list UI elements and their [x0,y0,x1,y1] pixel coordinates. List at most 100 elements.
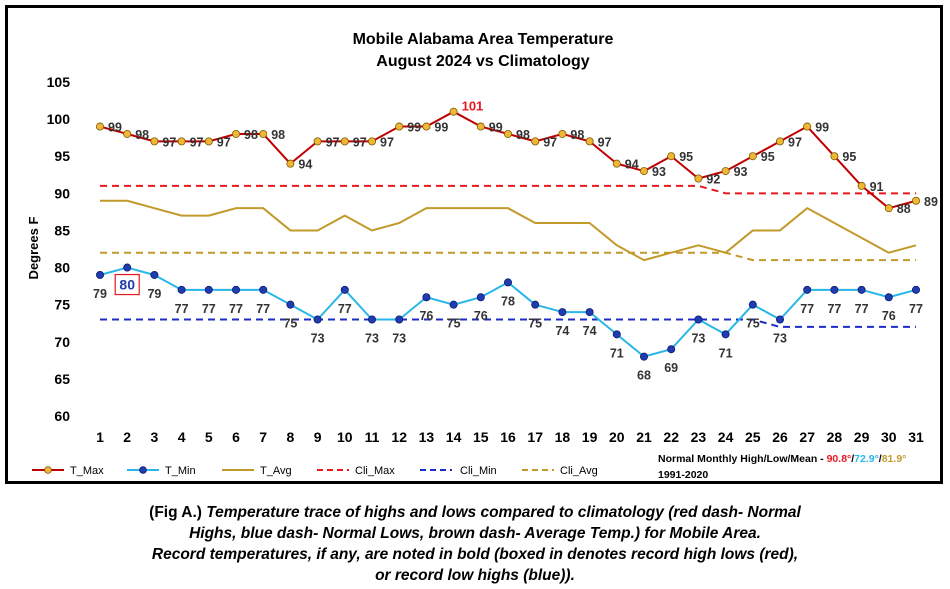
t-max-label: 99 [434,121,448,135]
t-max-point [558,129,567,138]
t-min-label: 74 [555,324,569,338]
t-min-record-label: 80 [119,277,135,293]
y-tick-label: 80 [54,260,70,276]
x-tick-label: 3 [151,429,159,445]
x-tick-label: 26 [772,429,788,445]
t-min-point [640,352,649,361]
t-max-label: 99 [815,121,829,135]
t-min-label: 77 [338,302,352,316]
t-min-point [177,285,186,294]
x-tick-label: 4 [178,429,186,445]
t-max-label: 98 [516,128,530,142]
normals-sep-2: / [879,453,882,465]
t-min-point [204,285,213,294]
t-max-point [503,129,512,138]
t-max-point [259,129,268,138]
caption-line-2: Highs, blue dash- Normal Lows, brown das… [189,525,761,542]
chart-title: Mobile Alabama Area Temperature [353,31,614,48]
t-min-label: 73 [773,332,787,346]
legend-label: Cli_Avg [560,465,598,477]
t-min-label: 77 [229,302,243,316]
normals-sep-1: / [851,453,854,465]
cli-avg-line [100,251,916,262]
normals-period: 1991-2020 [658,469,708,481]
x-tick-label: 16 [500,429,516,445]
t-min-point [803,285,812,294]
t-max-label: 97 [217,135,231,149]
t-max-label: 98 [135,128,149,142]
t-max-label: 95 [761,150,775,164]
t-min-label: 75 [447,317,461,331]
t-max-point [449,107,458,116]
t-max-point [340,137,349,146]
x-tick-label: 10 [337,429,353,445]
caption-text-1: Temperature trace of highs and lows comp… [206,504,801,521]
t-min-label: 73 [365,332,379,346]
t-max-point [422,122,431,131]
x-tick-label: 11 [365,429,380,445]
t-max-point [150,137,159,146]
legend-item: Cli_Min [420,465,497,477]
legend-item: T_Min [127,465,196,477]
chart-subtitle: August 2024 vs Climatology [376,53,589,70]
x-tick-label: 14 [446,429,462,445]
normals-text: Normal Monthly High/Low/Mean - 90.8°/72.… [658,453,906,465]
t-min-point [503,278,512,287]
x-tick-label: 23 [691,429,707,445]
y-tick-label: 60 [54,408,70,424]
x-tick-label: 1 [96,429,104,445]
t-max-label: 97 [190,135,204,149]
y-tick-label: 105 [47,74,71,90]
t-max-label: 88 [897,202,911,216]
t-max-point [395,122,404,131]
t-min-point [340,285,349,294]
t-min-label: 77 [855,302,869,316]
t-min-point [150,270,159,279]
data-labels: 99 98 97 97 97 98 98 94 97 97 97 99 99 101 99 98 97 98 97 9… [93,99,938,383]
t-min-point [449,300,458,309]
x-tick-label: 25 [745,429,761,445]
cli-min-line [100,318,916,328]
t-min-point [748,300,757,309]
t-min-point [395,315,404,324]
t-min-point [612,330,621,339]
t-min-label: 74 [583,324,597,338]
x-tick-label: 12 [391,429,407,445]
t-min-point [776,315,785,324]
t-min-point [422,293,431,302]
normals-low: 72.9° [854,453,879,465]
t-min-point [286,300,295,309]
x-tick-label: 13 [419,429,435,445]
t-max-line [99,110,917,210]
t-max-point [803,122,812,131]
t-max-point [286,159,295,168]
t-max-label: 97 [598,135,612,149]
t-max-point [857,181,866,190]
figure-caption: (Fig A.) Temperature trace of highs and … [0,502,950,586]
x-tick-label: 17 [527,429,543,445]
legend-marker [139,466,147,474]
caption-line-4: or record low highs (blue)). [375,567,575,584]
t-min-point [857,285,866,294]
x-tick-label: 20 [609,429,625,445]
t-min-label: 75 [746,317,760,331]
t-max-label: 97 [353,135,367,149]
t-min-point [830,285,839,294]
x-tick-label: 24 [718,429,734,445]
t-min-label: 69 [664,361,678,375]
t-min-label: 79 [93,287,107,301]
t-min-label: 77 [175,302,189,316]
t-min-label: 73 [392,332,406,346]
t-min-point [884,293,893,302]
y-tick-label: 70 [54,334,70,350]
legend-marker [44,466,52,474]
t-max-label: 93 [652,165,666,179]
t-max-point [884,204,893,213]
t-max-label: 91 [870,180,884,194]
t-max-point [748,152,757,161]
t-min-label: 73 [311,332,325,346]
x-tick-label: 5 [205,429,213,445]
t-min-point [558,308,567,317]
